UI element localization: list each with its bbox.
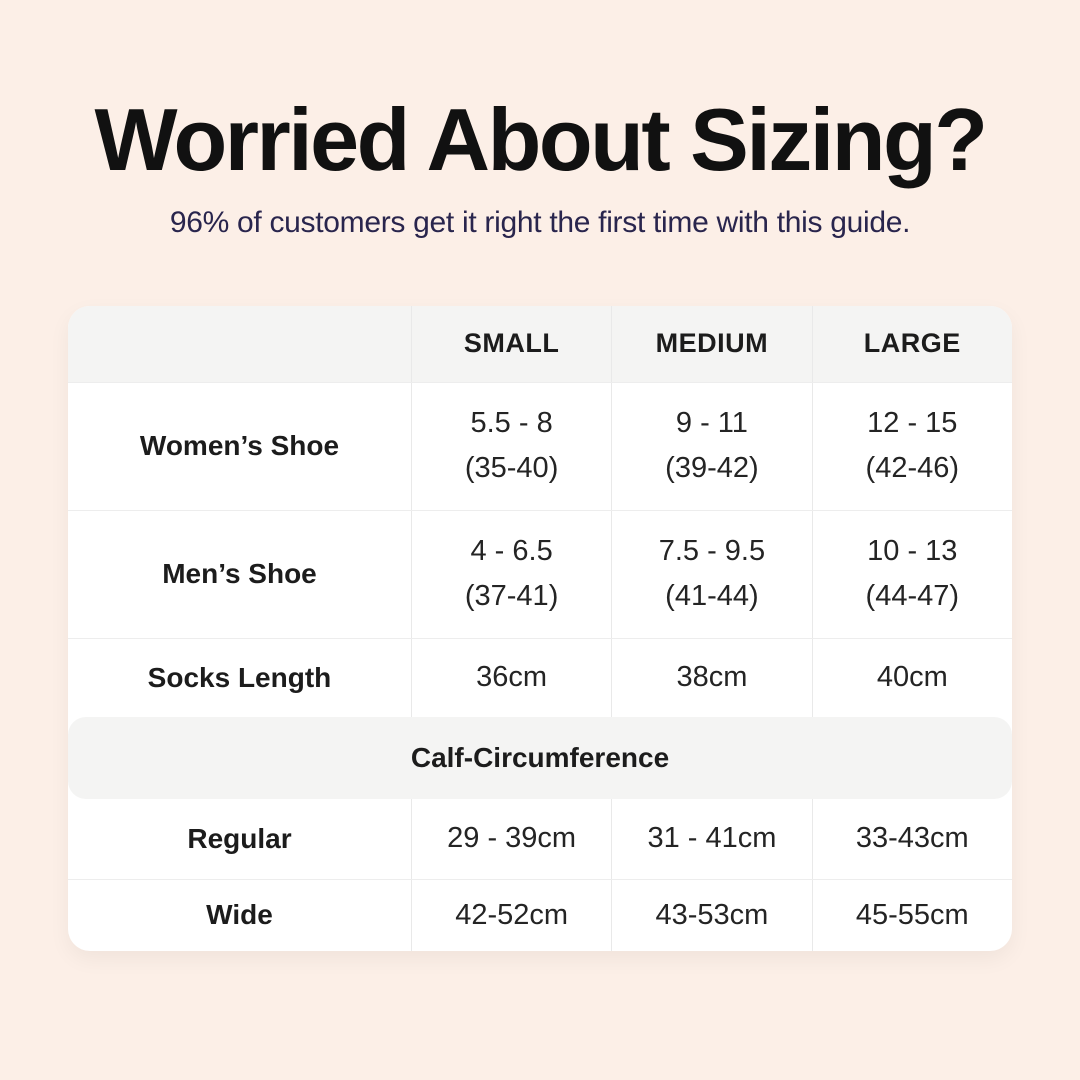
table-row-wide: Wide 42-52cm 43-53cm 45-55cm: [68, 878, 1012, 951]
page-title: Worried About Sizing?: [94, 90, 988, 189]
cell-regular-large: 33-43cm: [811, 798, 1012, 879]
cell-socks-small: 36cm: [410, 638, 611, 717]
cell-womens-medium: 9 - 11 (39-42): [611, 382, 811, 510]
cell-regular-medium: 31 - 41cm: [611, 798, 811, 879]
table-header-row: SMALL MEDIUM LARGE: [68, 305, 1012, 382]
cell-womens-small: 5.5 - 8 (35-40): [410, 382, 611, 510]
table-row-socks-length: Socks Length 36cm 38cm 40cm: [68, 637, 1012, 717]
page-subtitle: 96% of customers get it right the first …: [169, 205, 911, 239]
column-header-large: LARGE: [811, 305, 1012, 382]
cell-line: 4 - 6.5: [470, 535, 553, 568]
section-header-calf-circumference: Calf-Circumference: [68, 716, 1012, 799]
cell-mens-large: 10 - 13 (44-47): [811, 510, 1012, 638]
cell-mens-small: 4 - 6.5 (37-41): [410, 510, 611, 638]
cell-line: 7.5 - 9.5: [658, 535, 766, 568]
cell-line: (42-46): [865, 452, 960, 485]
row-label-mens-shoe: Men’s Shoe: [162, 558, 317, 590]
row-label-socks-length: Socks Length: [147, 661, 332, 693]
table-row-womens-shoe: Women’s Shoe 5.5 - 8 (35-40) 9 - 11 (39-…: [68, 381, 1012, 510]
table-row-regular: Regular 29 - 39cm 31 - 41cm 33-43cm: [68, 798, 1012, 879]
cell-line: (44-47): [865, 580, 960, 613]
cell-wide-small: 42-52cm: [410, 879, 611, 951]
row-label-regular: Regular: [187, 822, 292, 854]
row-label-womens-shoe: Women’s Shoe: [139, 430, 340, 462]
row-label-wide: Wide: [206, 899, 273, 931]
cell-regular-small: 29 - 39cm: [410, 798, 611, 879]
size-guide-table: SMALL MEDIUM LARGE Women’s Shoe 5.5 - 8 …: [68, 305, 1012, 951]
cell-wide-large: 45-55cm: [811, 879, 1012, 951]
cell-mens-medium: 7.5 - 9.5 (41-44): [611, 510, 811, 638]
cell-socks-large: 40cm: [811, 638, 1012, 717]
cell-line: 5.5 - 8: [470, 407, 553, 440]
cell-line: 10 - 13: [867, 535, 958, 568]
cell-line: (39-42): [665, 452, 759, 485]
table-row-mens-shoe: Men’s Shoe 4 - 6.5 (37-41) 7.5 - 9.5 (41…: [68, 509, 1012, 638]
cell-line: (35-40): [464, 452, 559, 485]
cell-wide-medium: 43-53cm: [611, 879, 811, 951]
cell-socks-medium: 38cm: [611, 638, 811, 717]
cell-line: 12 - 15: [867, 407, 958, 440]
cell-womens-large: 12 - 15 (42-46): [811, 382, 1012, 510]
column-header-medium: MEDIUM: [611, 305, 811, 382]
cell-line: (41-44): [665, 580, 759, 613]
header-empty-cell: [68, 306, 411, 382]
cell-line: (37-41): [464, 580, 559, 613]
cell-line: 9 - 11: [675, 407, 748, 440]
column-header-small: SMALL: [410, 305, 611, 382]
hero-section: Worried About Sizing? 96% of customers g…: [0, 0, 1080, 242]
